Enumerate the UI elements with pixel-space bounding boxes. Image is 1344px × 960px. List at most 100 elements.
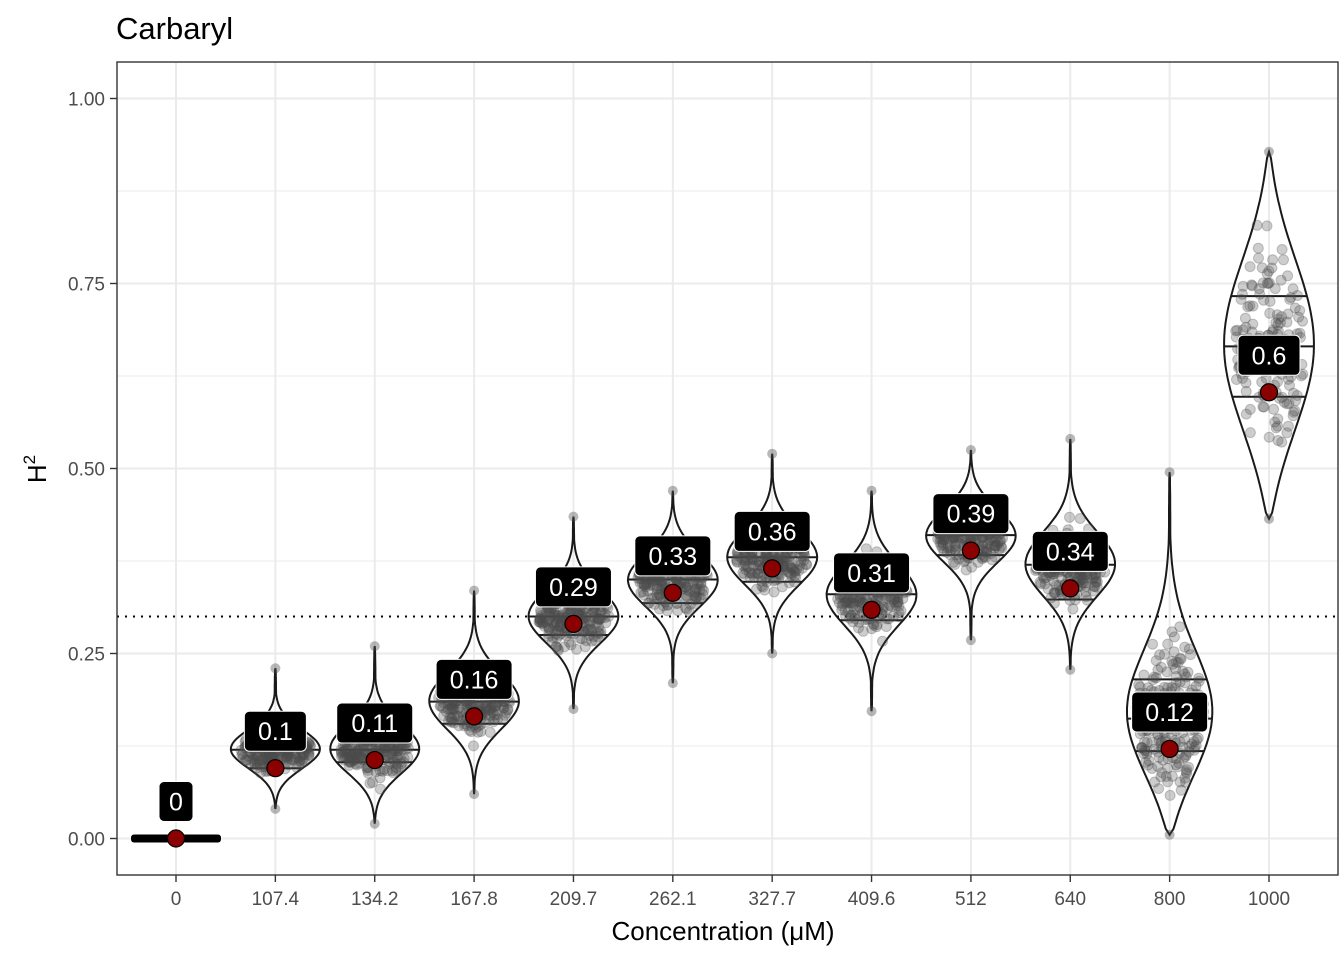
data-point: [385, 748, 397, 760]
data-point: [759, 584, 771, 596]
data-point: [480, 703, 492, 715]
data-point: [443, 715, 455, 727]
data-point: [651, 591, 663, 603]
data-point: [398, 753, 410, 764]
data-point: [1261, 268, 1273, 280]
data-point: [684, 585, 696, 597]
data-point: [388, 756, 400, 768]
data-point: [344, 756, 356, 768]
data-point: [351, 759, 363, 771]
data-point: [391, 745, 403, 757]
data-point: [866, 706, 877, 717]
data-point: [591, 616, 603, 628]
data-point: [534, 616, 546, 628]
y-axis-title: H2: [20, 455, 52, 483]
data-point: [594, 613, 605, 625]
data-point: [395, 753, 407, 765]
data-point: [682, 579, 694, 591]
data-point: [593, 613, 605, 625]
data-point: [638, 579, 650, 591]
data-point: [753, 556, 765, 568]
data-point: [251, 762, 263, 774]
data-point: [341, 745, 352, 756]
data-point: [593, 626, 605, 638]
data-point: [680, 591, 692, 603]
data-point: [945, 545, 957, 557]
data-point: [681, 591, 693, 603]
x-tick-label: 134.2: [351, 889, 399, 910]
data-point: [485, 702, 497, 714]
data-point: [642, 597, 654, 609]
data-point: [354, 744, 366, 756]
data-point: [449, 711, 461, 723]
data-point: [386, 747, 398, 759]
data-point: [579, 625, 591, 637]
data-point: [293, 759, 305, 770]
data-point: [396, 758, 407, 770]
data-point: [259, 751, 271, 763]
data-point: [991, 540, 1003, 552]
data-point: [593, 621, 605, 633]
mean-point: [1259, 383, 1279, 402]
data-point: [448, 717, 460, 729]
data-point: [236, 749, 248, 761]
data-point: [451, 703, 463, 715]
data-point: [553, 609, 565, 621]
data-point: [789, 576, 800, 588]
data-point: [353, 757, 365, 769]
data-point: [390, 764, 402, 776]
data-point: [880, 621, 892, 633]
data-point: [390, 762, 402, 774]
data-point: [740, 555, 752, 566]
violin: [329, 646, 421, 824]
data-point: [559, 641, 570, 653]
data-point: [690, 598, 702, 609]
data-point: [344, 750, 356, 762]
data-point: [375, 783, 386, 795]
data-point: [561, 630, 573, 642]
data-point: [444, 711, 456, 723]
data-point: [694, 584, 706, 596]
y-tick-label: 1.00: [68, 90, 105, 111]
data-point: [785, 567, 797, 579]
data-point: [1273, 313, 1284, 325]
data-point: [638, 589, 650, 601]
y-tick-label: 0.25: [68, 645, 105, 666]
data-point: [647, 575, 659, 587]
data-point: [539, 613, 551, 624]
data-point: [544, 623, 555, 635]
data-point: [458, 720, 470, 732]
data-point: [545, 611, 557, 623]
data-point: [965, 635, 976, 646]
data-point: [1147, 638, 1159, 650]
data-point: [453, 702, 465, 713]
x-tick-label: 1000: [1248, 889, 1290, 910]
data-point: [584, 630, 596, 642]
data-point: [646, 592, 658, 604]
data-point: [397, 743, 409, 755]
data-point: [249, 758, 261, 770]
data-point: [468, 740, 479, 752]
data-point: [1065, 664, 1076, 675]
data-point: [584, 618, 596, 630]
data-point: [1160, 771, 1172, 782]
data-point: [1161, 666, 1173, 678]
data-point: [247, 753, 259, 765]
data-point: [348, 752, 359, 764]
mean-point: [961, 541, 981, 560]
data-point: [676, 577, 687, 589]
data-point: [681, 603, 693, 615]
data-point: [296, 757, 308, 769]
data-point: [481, 702, 493, 714]
data-point: [680, 602, 691, 614]
data-point: [434, 700, 446, 712]
data-point: [353, 745, 365, 756]
data-point: [555, 628, 567, 640]
data-point: [343, 759, 355, 771]
data-point: [387, 743, 399, 755]
data-point: [543, 622, 555, 634]
data-point: [578, 626, 590, 638]
data-point: [446, 704, 458, 716]
data-point: [444, 703, 456, 715]
